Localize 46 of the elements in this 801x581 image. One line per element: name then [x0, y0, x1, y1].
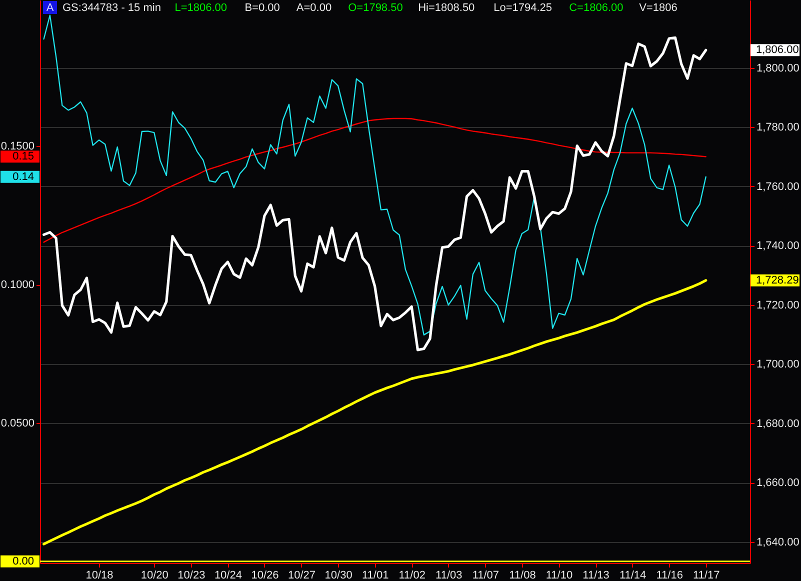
annotation: L=1806.00	[174, 2, 228, 14]
annotation: V=1806	[639, 2, 678, 14]
x-tick-label: 11/13	[582, 570, 610, 581]
y2-tick-label: 1,740.00	[756, 240, 800, 252]
annotation: C=1806.00	[569, 2, 624, 14]
x-tick-label: 11/07	[472, 570, 500, 581]
x-tick-label: 11/08	[509, 570, 536, 581]
x-tick-label: 10/24	[214, 570, 242, 581]
x-tick-label: 10/23	[178, 570, 206, 581]
y2-tick-label: 1,700.00	[756, 358, 800, 371]
x-tick-label: 11/16	[656, 570, 683, 581]
annotation: Lo=1794.25	[494, 2, 552, 14]
x-tick-label: 11/03	[436, 570, 462, 581]
y-tick-label: 0.1500	[0, 140, 34, 153]
y2-tick-label: 1,760.00	[756, 180, 800, 193]
y-tick-label: 0.1000	[0, 279, 34, 292]
x-tick-label: 11/01	[362, 570, 389, 581]
y2-tick-label: 1,660.00	[756, 477, 800, 490]
x-tick-label: 11/10	[546, 570, 573, 581]
y2-tick-label: 1,806.00	[756, 44, 799, 56]
line-series	[43, 118, 706, 243]
y2-tick-label: 1,780.00	[756, 122, 800, 134]
line-series	[42, 279, 708, 546]
x-tick-label: 10/26	[251, 570, 279, 581]
x-tick-label: 10/27	[288, 570, 316, 581]
annotation: B=0.00	[244, 2, 280, 14]
x-tick-label: 10/18	[86, 570, 114, 581]
y-tick-label: 0.0500	[0, 417, 34, 430]
y-tick-label: 0.15	[12, 150, 34, 163]
y2-tick-label: 1,728.29	[756, 274, 799, 286]
x-tick-label: 10/20	[140, 570, 168, 581]
y2-tick-label: 1,720.00	[756, 299, 800, 312]
x-tick-label: 11/14	[619, 570, 646, 581]
chart-title: GS:344783 - 15 min	[62, 2, 161, 14]
annotation: A	[46, 2, 54, 14]
x-tick-label: 11/17	[693, 570, 720, 581]
y2-tick-label: 1,640.00	[756, 536, 800, 548]
y-tick-label: 0.14	[12, 170, 34, 183]
y2-tick-label: 1,800.00	[756, 62, 800, 74]
x-tick-label: 10/30	[324, 570, 352, 581]
y2-tick-label: 1,680.00	[756, 418, 800, 430]
annotation: A=0.00	[296, 2, 332, 14]
annotation: O=1798.50	[348, 2, 403, 14]
ref-line-label: 0.00	[12, 555, 34, 568]
annotation: Hi=1808.50	[418, 2, 475, 14]
x-tick-label: 11/02	[398, 570, 426, 581]
